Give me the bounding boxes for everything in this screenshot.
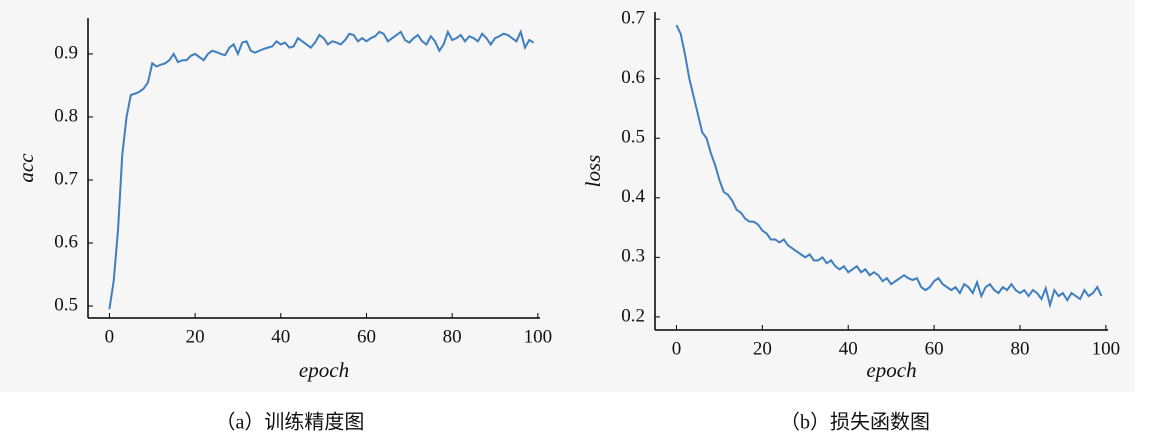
x-tick-label: 60 bbox=[357, 326, 376, 347]
x-tick-label: 40 bbox=[839, 338, 858, 359]
y-tick-label: 0.6 bbox=[621, 67, 645, 88]
y-axis-label: loss bbox=[581, 155, 605, 188]
caption: （a）训练精度图 bbox=[216, 411, 365, 434]
y-tick-label: 0.9 bbox=[54, 42, 78, 63]
y-tick-label: 0.2 bbox=[621, 305, 645, 326]
data-line bbox=[108, 28, 535, 310]
x-tick-label: 80 bbox=[1010, 338, 1029, 359]
x-axis-label: epoch bbox=[866, 358, 916, 382]
y-axis-label: acc bbox=[14, 153, 38, 183]
caption: （b）损失函数图 bbox=[780, 411, 930, 434]
y-tick-label: 0.6 bbox=[54, 231, 78, 252]
x-tick-label: 0 bbox=[105, 326, 115, 347]
data-line bbox=[675, 24, 1103, 309]
y-tick-label: 0.3 bbox=[621, 246, 645, 267]
x-axis-label: epoch bbox=[299, 358, 349, 382]
x-tick-label: 100 bbox=[1092, 338, 1121, 359]
y-tick-label: 0.5 bbox=[621, 127, 645, 148]
y-tick-label: 0.5 bbox=[54, 294, 78, 315]
x-tick-label: 80 bbox=[443, 326, 462, 347]
y-tick-label: 0.4 bbox=[621, 186, 645, 207]
x-tick-label: 100 bbox=[524, 326, 553, 347]
x-tick-label: 0 bbox=[672, 338, 682, 359]
x-tick-label: 60 bbox=[925, 338, 944, 359]
y-tick-label: 0.7 bbox=[54, 168, 78, 189]
x-tick-label: 20 bbox=[753, 338, 772, 359]
x-tick-label: 20 bbox=[186, 326, 205, 347]
x-tick-label: 40 bbox=[271, 326, 290, 347]
panel-background bbox=[0, 0, 1135, 392]
y-tick-label: 0.7 bbox=[621, 8, 645, 29]
y-tick-label: 0.8 bbox=[54, 105, 78, 126]
